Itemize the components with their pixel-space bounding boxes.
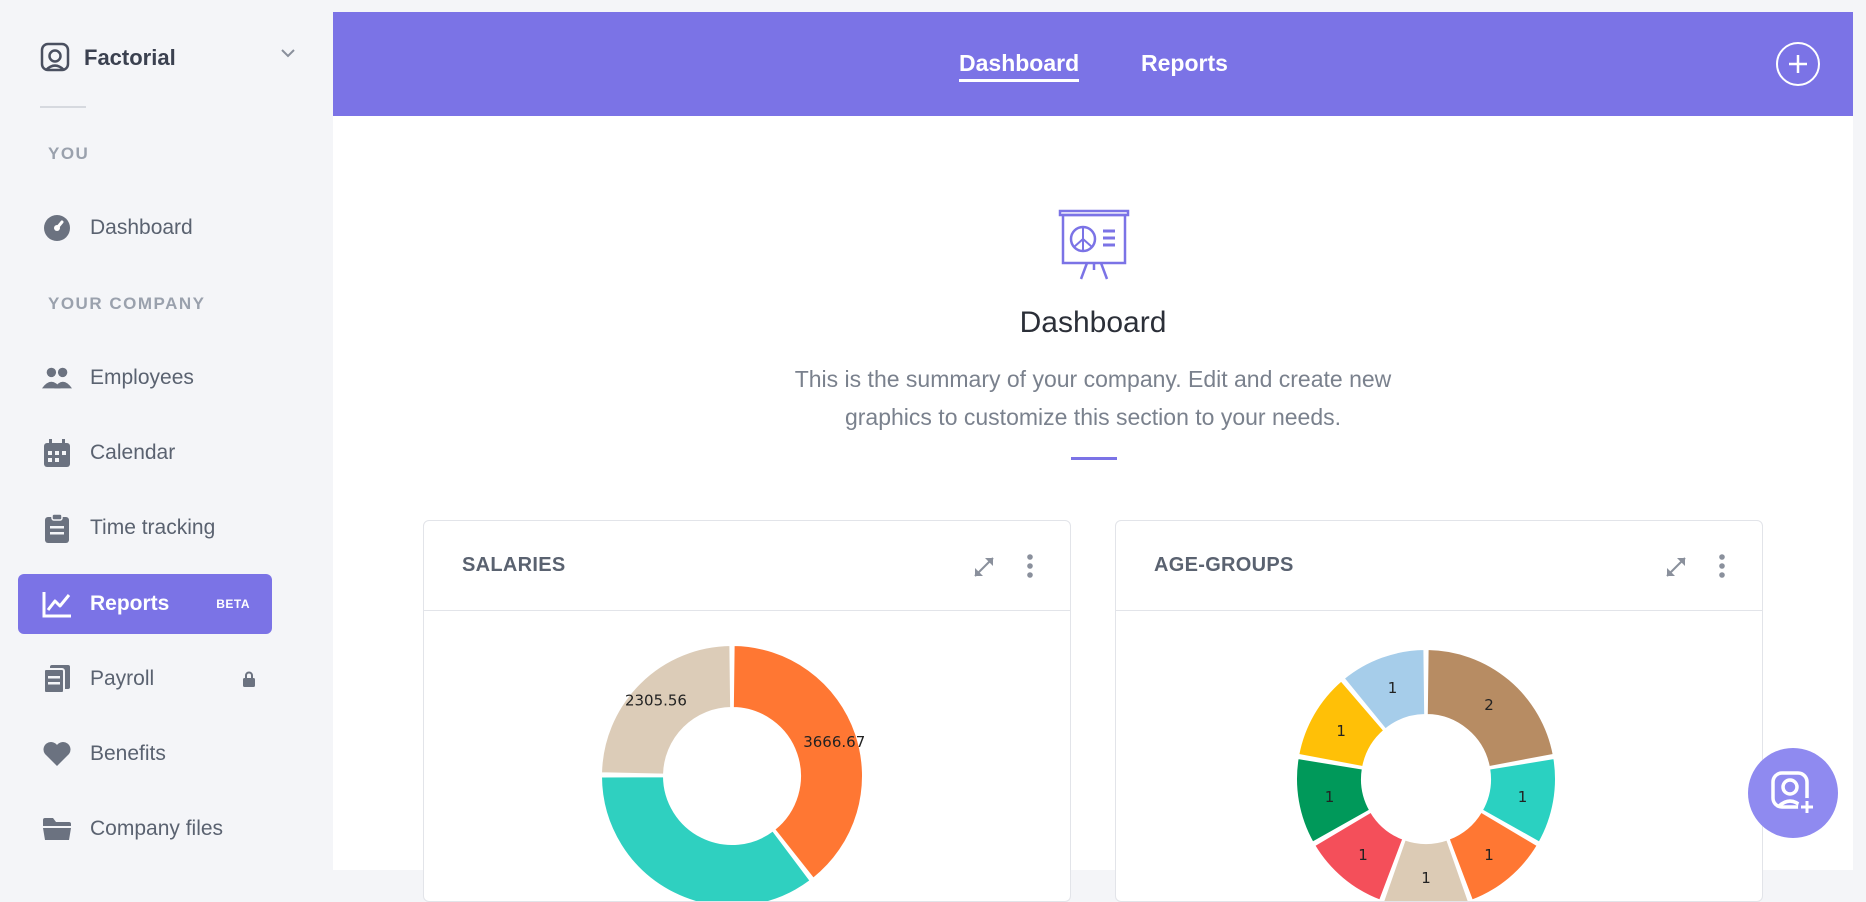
users-icon — [42, 363, 72, 393]
sidebar-item-label: Employees — [90, 366, 194, 389]
sidebar-item-employees[interactable]: Employees — [18, 348, 272, 408]
accent-divider — [1071, 457, 1117, 460]
payroll-document-icon — [42, 664, 72, 694]
sidebar-item-label: Dashboard — [90, 216, 193, 239]
sidebar-item-reports[interactable]: Reports BETA — [18, 574, 272, 634]
top-navigation: Dashboard Reports — [333, 12, 1853, 116]
salaries-donut-chart: 3666.67 2305.56 — [599, 643, 865, 902]
sidebar-item-dashboard[interactable]: Dashboard — [18, 198, 272, 258]
expand-icon[interactable] — [1664, 555, 1688, 579]
sidebar-item-label: Time tracking — [90, 516, 216, 539]
slice-value-label: 2305.56 — [625, 691, 687, 709]
main-content: Dashboard Reports Dashboard This is the … — [333, 12, 1853, 902]
sidebar-item-calendar[interactable]: Calendar — [18, 423, 272, 483]
donut-slice[interactable] — [1295, 756, 1372, 844]
more-options-icon[interactable] — [1718, 553, 1726, 579]
donut-slice[interactable] — [1480, 756, 1557, 844]
sidebar-item-company-files[interactable]: Company files — [18, 799, 272, 859]
donut-slice[interactable] — [599, 775, 813, 902]
slice-value-label: 1 — [1336, 722, 1346, 740]
chevron-down-icon[interactable] — [280, 46, 296, 60]
plus-icon — [1789, 55, 1807, 73]
donut-slice[interactable] — [731, 643, 864, 881]
age-groups-donut-chart: 2 1 1 1 1 1 1 1 — [1295, 647, 1557, 901]
card-header: SALARIES — [424, 521, 1070, 611]
sidebar-item-label: Payroll — [90, 667, 155, 690]
sidebar-item-payroll[interactable]: Payroll — [18, 649, 272, 709]
slice-value-label: 1 — [1388, 679, 1398, 697]
salaries-card: SALARIES 3666.67 2305.56 — [423, 520, 1071, 902]
sidebar: Factorial YOU Dashboard YOUR COMPANY Emp… — [0, 0, 333, 870]
divider — [40, 106, 86, 108]
add-button[interactable] — [1776, 42, 1820, 86]
support-chat-button[interactable] — [1748, 748, 1838, 838]
sidebar-item-label: Calendar — [90, 441, 176, 464]
calendar-icon — [42, 438, 72, 468]
slice-value-label: 1 — [1484, 846, 1494, 864]
presentation-board-icon — [1058, 209, 1130, 280]
sidebar-item-benefits[interactable]: Benefits — [18, 724, 272, 784]
more-options-icon[interactable] — [1026, 553, 1034, 579]
tab-dashboard[interactable]: Dashboard — [959, 50, 1080, 82]
card-title: SALARIES — [462, 554, 566, 576]
factorial-logo-icon — [40, 42, 70, 72]
slice-value-label: 3666.67 — [803, 733, 865, 751]
lock-icon — [243, 671, 255, 687]
section-label-company: YOUR COMPANY — [48, 294, 206, 313]
gauge-icon — [42, 213, 72, 243]
company-name: Factorial — [84, 45, 176, 70]
donut-slice[interactable] — [600, 643, 733, 776]
slice-value-label: 1 — [1325, 788, 1335, 806]
folder-icon — [42, 814, 72, 844]
slice-value-label: 2 — [1484, 696, 1494, 714]
company-switcher[interactable]: Factorial — [40, 40, 176, 76]
sidebar-item-label: Reports — [90, 592, 170, 615]
sidebar-item-label: Company files — [90, 817, 224, 840]
line-chart-icon — [42, 589, 72, 619]
tab-reports[interactable]: Reports — [1141, 50, 1228, 76]
slice-value-label: 1 — [1421, 869, 1431, 887]
page-title: Dashboard — [1019, 306, 1167, 339]
slice-value-label: 1 — [1358, 846, 1368, 864]
beta-badge: BETA — [216, 597, 250, 611]
sidebar-item-label: Benefits — [90, 742, 166, 765]
slice-value-label: 1 — [1518, 788, 1528, 806]
support-avatar-icon — [1771, 771, 1816, 816]
expand-icon[interactable] — [972, 555, 996, 579]
card-header: AGE-GROUPS — [1116, 521, 1762, 611]
page-description: This is the summary of your company. Edi… — [794, 366, 1392, 430]
card-title: AGE-GROUPS — [1154, 554, 1294, 576]
clipboard-icon — [42, 513, 72, 543]
heart-icon — [42, 739, 72, 769]
donut-slice[interactable] — [1342, 647, 1427, 731]
donut-slice[interactable] — [1297, 679, 1386, 769]
age-groups-card: AGE-GROUPS 2 1 1 1 1 1 1 1 — [1115, 520, 1763, 902]
section-label-you: YOU — [48, 144, 90, 163]
sidebar-item-time-tracking[interactable]: Time tracking — [18, 498, 272, 558]
donut-slice[interactable] — [1425, 647, 1555, 769]
